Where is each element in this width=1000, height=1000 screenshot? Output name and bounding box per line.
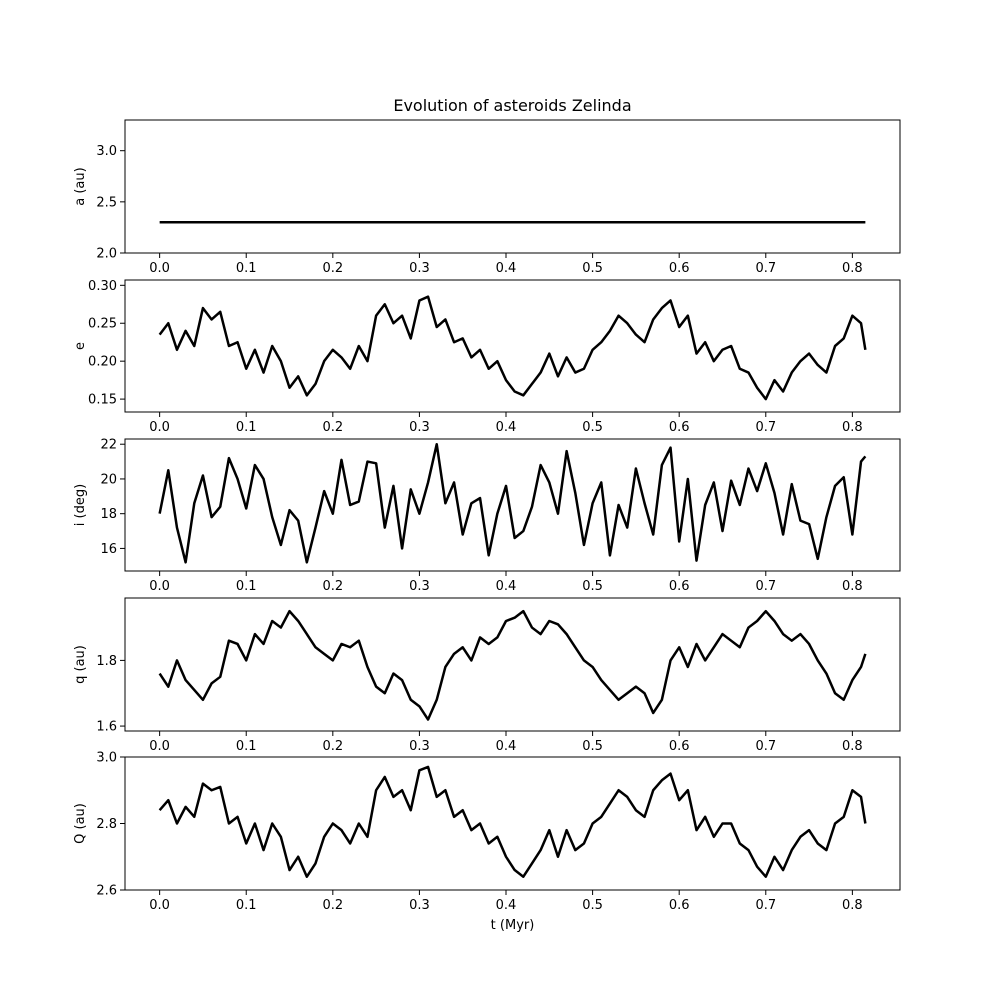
series-line-panel-2 [158, 295, 867, 401]
x-tick-label: 0.4 [496, 898, 517, 913]
x-tick-label: 0.8 [842, 898, 863, 913]
x-tick-label: 0.7 [755, 579, 776, 594]
y-tick-label: 2.6 [96, 884, 117, 899]
x-tick-label: 0.6 [669, 420, 690, 435]
x-tick-label: 0.2 [322, 898, 343, 913]
x-tick-label: 0.8 [842, 420, 863, 435]
x-tick-label: 0.4 [496, 420, 517, 435]
series-line-panel-5 [158, 765, 867, 878]
series-line-panel-3 [158, 442, 867, 564]
x-tick-label: 0.7 [755, 261, 776, 276]
x-tick-label: 0.1 [236, 898, 257, 913]
series-line-panel-4 [158, 609, 867, 721]
y-tick-label: 0.30 [88, 279, 117, 294]
y-axis-label: Q (au) [73, 803, 88, 844]
x-tick-label: 0.7 [755, 420, 776, 435]
x-tick-label: 0.6 [669, 579, 690, 594]
x-tick-label: 0.6 [669, 261, 690, 276]
chart-title: Evolution of asteroids Zelinda [393, 96, 631, 115]
x-tick-label: 0.5 [582, 739, 603, 754]
y-axis-label: e [73, 342, 88, 350]
x-tick-label: 0.6 [669, 898, 690, 913]
x-tick-label: 0.1 [236, 261, 257, 276]
y-axis-label: a (au) [73, 167, 88, 205]
x-tick-label: 0.4 [496, 739, 517, 754]
y-tick-label: 2.0 [96, 247, 117, 262]
panel-2: 0.0 0.1 0.2 0.3 0.4 0.5 0.6 0.7 0.8 0.15 0.20 0.25 0… [73, 279, 901, 435]
x-tick-label: 0.2 [322, 261, 343, 276]
y-tick-label: 16 [100, 542, 117, 557]
x-tick-label: 0.3 [409, 420, 430, 435]
x-tick-label: 0.5 [582, 579, 603, 594]
y-tick-label: 18 [100, 507, 117, 522]
x-tick-label: 0.7 [755, 739, 776, 754]
x-tick-label: 0.3 [409, 261, 430, 276]
x-tick-label: 0.1 [236, 739, 257, 754]
x-tick-label: 0.0 [149, 898, 170, 913]
x-tick-label: 0.6 [669, 739, 690, 754]
y-tick-label: 1.8 [96, 654, 117, 669]
x-tick-label: 0.0 [149, 739, 170, 754]
x-tick-label: 0.0 [149, 420, 170, 435]
y-tick-label: 1.6 [96, 720, 117, 735]
x-tick-label: 0.5 [582, 261, 603, 276]
x-tick-label: 0.5 [582, 420, 603, 435]
panel-1: 0.0 0.1 0.2 0.3 0.4 0.5 0.6 0.7 0.8 2.0 2.5 3.0 a (a… [73, 119, 901, 276]
y-tick-label: 3.0 [96, 751, 117, 766]
y-tick-label: 3.0 [96, 144, 117, 159]
y-tick-label: 20 [100, 472, 117, 487]
x-tick-label: 0.3 [409, 579, 430, 594]
y-tick-label: 2.5 [96, 195, 117, 210]
x-tick-label: 0.7 [755, 898, 776, 913]
panel-3: 0.0 0.1 0.2 0.3 0.4 0.5 0.6 0.7 0.8 16 18 20 22 i (de… [73, 438, 901, 594]
x-tick-label: 0.4 [496, 261, 517, 276]
x-tick-label: 0.8 [842, 579, 863, 594]
x-tick-label: 0.8 [842, 739, 863, 754]
y-tick-label: 0.25 [88, 317, 117, 332]
x-tick-label: 0.0 [149, 261, 170, 276]
y-axis-label: q (au) [73, 645, 88, 684]
x-tick-label: 0.1 [236, 579, 257, 594]
y-axis-label: i (deg) [73, 484, 88, 526]
axes-frame [124, 279, 901, 413]
x-tick-label: 0.1 [236, 420, 257, 435]
x-tick-label: 0.2 [322, 420, 343, 435]
panel-4: 0.0 0.1 0.2 0.3 0.4 0.5 0.6 0.7 0.8 1.6 1.8 q (au) [73, 597, 901, 754]
panel-5: 0.0 0.1 0.2 0.3 0.4 0.5 0.6 0.7 0.8 2.6 2.8 3.0 Q (a… [73, 751, 901, 913]
x-tick-label: 0.2 [322, 579, 343, 594]
x-axis-label: t (Myr) [491, 918, 535, 933]
x-tick-label: 0.5 [582, 898, 603, 913]
x-tick-label: 0.0 [149, 579, 170, 594]
x-tick-label: 0.4 [496, 579, 517, 594]
x-tick-label: 0.2 [322, 739, 343, 754]
axes-frame [124, 119, 901, 254]
x-tick-label: 0.3 [409, 898, 430, 913]
axes-frame [124, 438, 901, 572]
y-tick-label: 0.20 [88, 355, 117, 370]
x-tick-label: 0.8 [842, 261, 863, 276]
x-tick-label: 0.3 [409, 739, 430, 754]
y-tick-label: 22 [100, 438, 117, 453]
y-tick-label: 2.8 [96, 817, 117, 832]
axes-frame [124, 597, 901, 732]
y-tick-label: 0.15 [88, 393, 117, 408]
